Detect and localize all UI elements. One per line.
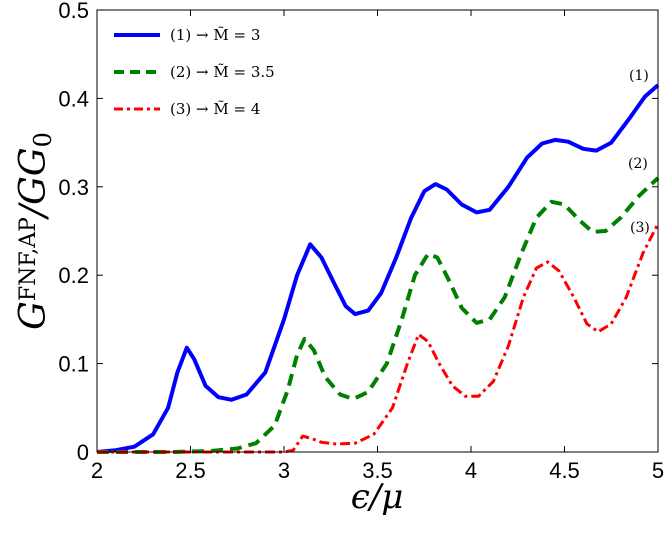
y-tick-label: 0.3: [58, 175, 89, 200]
curve-label-3: (3): [630, 220, 650, 236]
y-tick-label: 0.1: [58, 352, 89, 377]
y-tick-label: 0: [77, 440, 89, 465]
y-tick-label: 0.2: [58, 263, 89, 288]
series-line-3: [97, 223, 660, 454]
y-tick-label: 0.4: [58, 86, 89, 111]
legend-entry-1: (1) → M̃ = 3: [170, 26, 260, 44]
axis-ticks: 2 2.5 3 3.5 4 4.5 5 0 0.1 0.2 0.3 0.4 0.5: [58, 0, 664, 483]
curve-label-1: (1): [629, 68, 649, 84]
x-tick-label: 4.5: [549, 458, 580, 483]
series-line-2: [97, 176, 660, 454]
x-tick-label: 2: [91, 458, 103, 483]
y-axis-label-text: GFNF,AP/GG0: [13, 132, 57, 330]
y-axis-label: GFNF,AP/GG0: [13, 132, 57, 330]
legend-entry-2: (2) → M̃ = 3.5: [170, 63, 275, 81]
y-tick-label: 0.5: [58, 0, 89, 23]
curve-label-2: (2): [628, 156, 648, 172]
x-tick-label: 3: [278, 458, 290, 483]
x-axis-label-text: ϵ/μ: [351, 477, 404, 517]
x-axis-label: ϵ/μ: [351, 477, 404, 517]
x-tick-label: 3.5: [362, 458, 393, 483]
x-tick-label: 4: [465, 458, 477, 483]
legend-entry-3: (3) → M̃ = 4: [170, 100, 260, 118]
curve-labels: (1) (2) (3): [628, 68, 650, 236]
legend: (1) → M̃ = 3 (2) → M̃ = 3.5 (3) → M̃ = 4: [114, 26, 275, 118]
x-tick-label: 2.5: [175, 458, 206, 483]
series-line-1: [96, 83, 660, 454]
x-tick-label: 5: [652, 458, 664, 483]
plot-area: [96, 83, 660, 454]
